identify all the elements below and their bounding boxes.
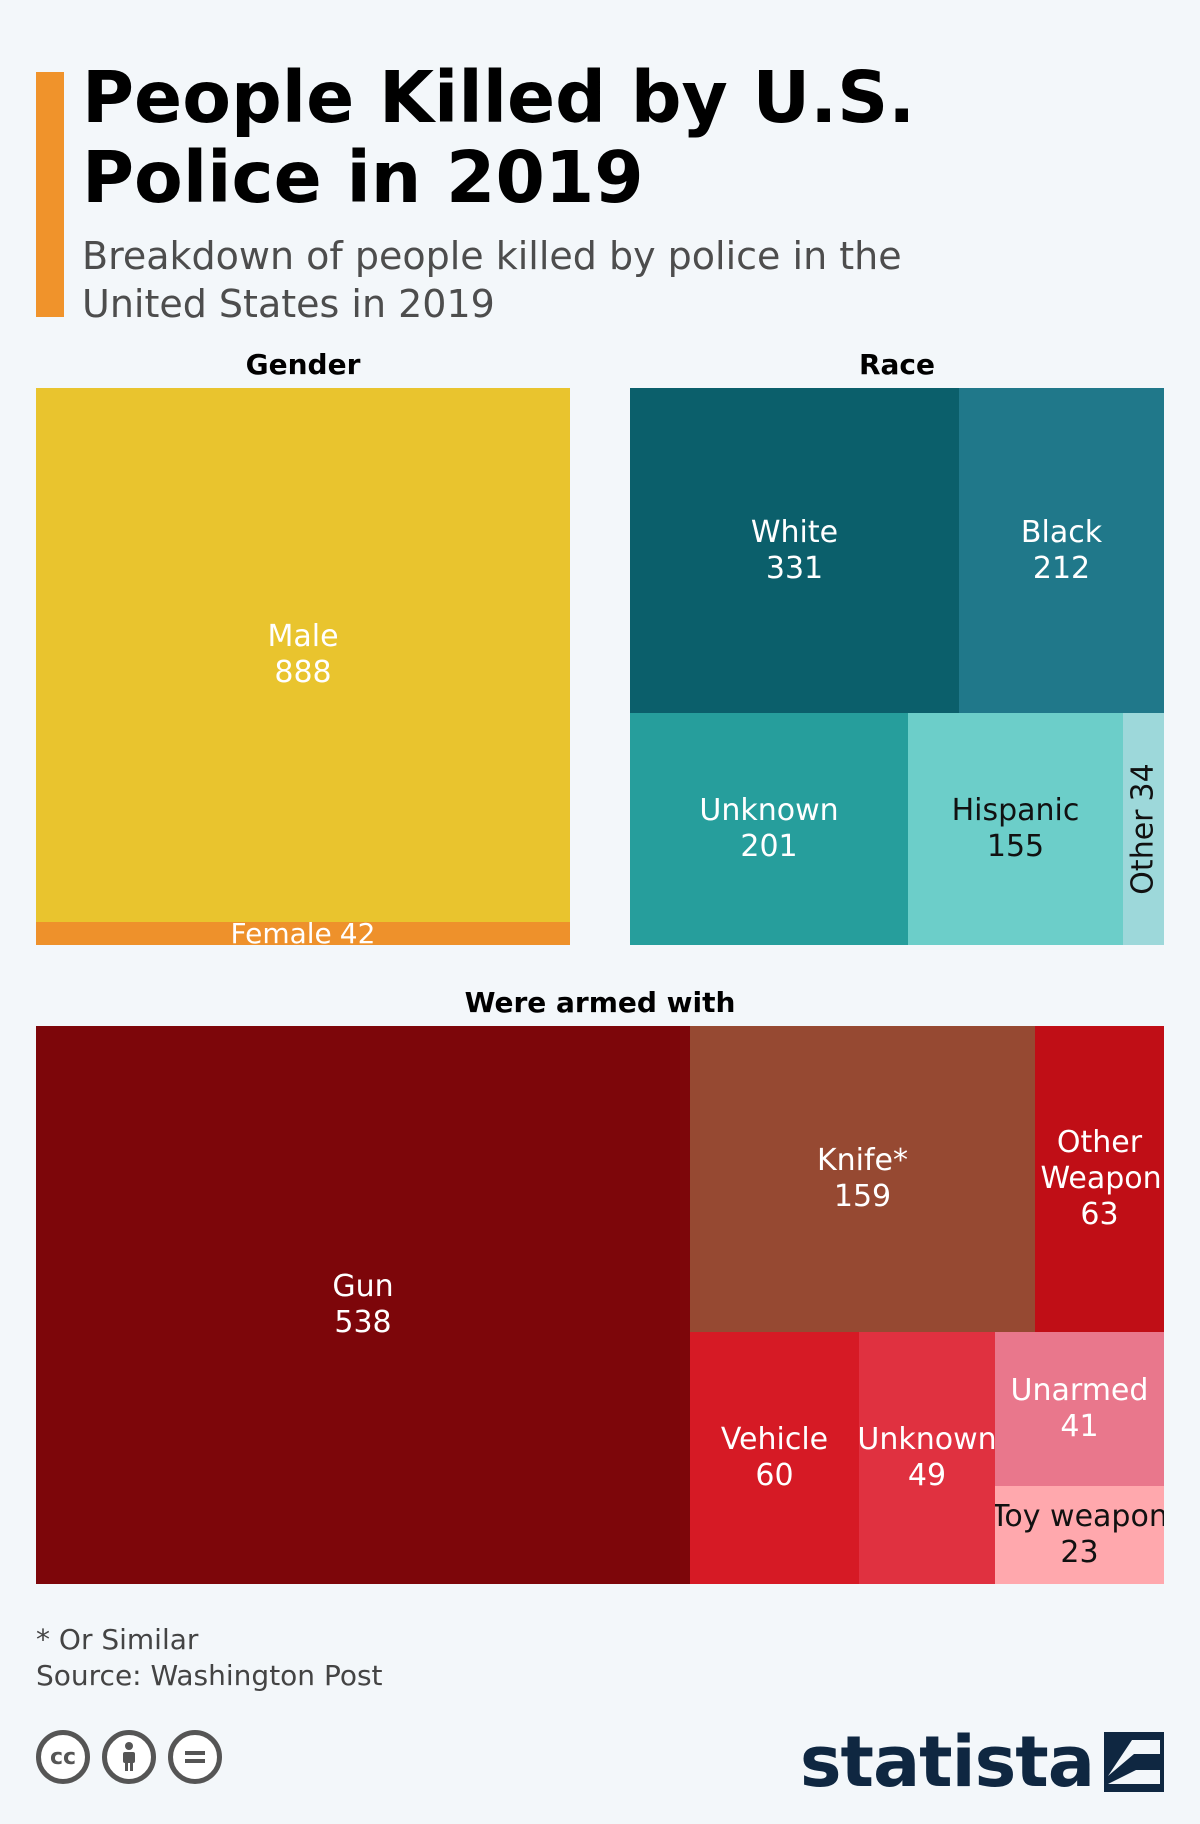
race-treemap: White 331 Black 212 Unknown 201 Hispanic…	[630, 388, 1164, 945]
brand-wordmark: statista	[799, 1721, 1095, 1803]
cell-value: 34	[1125, 763, 1161, 802]
title-accent-bar	[36, 72, 64, 317]
statista-logo[interactable]: statista	[800, 1722, 1164, 1802]
cell-label: Black	[1020, 514, 1103, 550]
nd-equals-icon[interactable]	[168, 1730, 222, 1784]
cell-value: 23	[1060, 1535, 1099, 1570]
footnote: * Or Similar	[36, 1623, 199, 1656]
cell-value: 49	[907, 1458, 947, 1493]
treemap-cell-hispanic: Hispanic 155	[908, 713, 1123, 945]
cell-label: Knife*	[816, 1143, 909, 1178]
statista-mark-icon	[1104, 1732, 1164, 1792]
cell-value: 42	[339, 922, 376, 945]
treemap-cell-vehicle: Vehicle 60	[690, 1332, 859, 1584]
cc-icon[interactable]: cc	[36, 1730, 90, 1784]
treemap-cell-black: Black 212	[959, 388, 1164, 713]
treemap-cell-unknown: Unknown 201	[630, 713, 908, 945]
treemap-cell-toy-weapon: Toy weapon 23	[995, 1486, 1164, 1584]
cell-value: 155	[986, 829, 1045, 864]
cell-label: Other Weapon	[1040, 1125, 1162, 1196]
cell-value: 60	[755, 1458, 794, 1493]
cell-value: 212	[1032, 550, 1091, 586]
treemap-cell-unknown: Unknown 49	[859, 1332, 995, 1584]
treemap-cell-other-weapon: Other Weapon 63	[1035, 1026, 1164, 1332]
cell-label: Unarmed	[1010, 1373, 1149, 1408]
treemap-cell-female: Female 42	[36, 922, 570, 945]
treemap-cell-male: Male 888	[36, 388, 570, 922]
cell-value: 41	[1060, 1409, 1099, 1444]
page-title: People Killed by U.S. Police in 2019	[82, 56, 916, 219]
cell-value: 331	[765, 550, 824, 586]
treemap-cell-unarmed: Unarmed 41	[995, 1332, 1164, 1486]
cell-value: 63	[1080, 1197, 1119, 1232]
cell-value: 538	[334, 1305, 392, 1340]
cell-label: Unknown	[699, 793, 839, 828]
cell-label: Gun	[332, 1269, 394, 1304]
cell-value: 201	[740, 829, 798, 864]
armed-heading: Were armed with	[464, 986, 736, 1019]
cell-label: Hispanic	[951, 793, 1080, 828]
by-person-icon[interactable]	[102, 1730, 156, 1784]
gender-heading: Gender	[245, 348, 361, 381]
cell-value: 159	[833, 1179, 892, 1214]
treemap-cell-gun: Gun 538	[36, 1026, 690, 1584]
gender-treemap: Male 888 Female 42	[36, 388, 570, 945]
armed-treemap: Gun 538 Knife* 159 Other Weapon 63 Vehic…	[36, 1026, 1164, 1584]
page-subtitle: Breakdown of people killed by police in …	[82, 234, 902, 326]
license-icons: cc	[36, 1730, 222, 1784]
treemap-cell-other: Other 34	[1123, 713, 1164, 945]
cell-label: White	[750, 514, 839, 550]
cell-label: Toy weapon	[995, 1499, 1164, 1534]
treemap-cell-knife: Knife* 159	[690, 1026, 1035, 1332]
source-link[interactable]: Source: Washington Post	[36, 1659, 383, 1692]
cell-label: Unknown	[859, 1422, 995, 1457]
cell-value: 888	[274, 655, 332, 690]
cell-label: Male	[267, 619, 339, 654]
cell-label: Vehicle	[720, 1422, 829, 1457]
treemap-cell-white: White 331	[630, 388, 959, 713]
cell-label: Other	[1125, 809, 1161, 895]
race-heading: Race	[858, 348, 936, 381]
cell-label: Female	[230, 922, 332, 945]
